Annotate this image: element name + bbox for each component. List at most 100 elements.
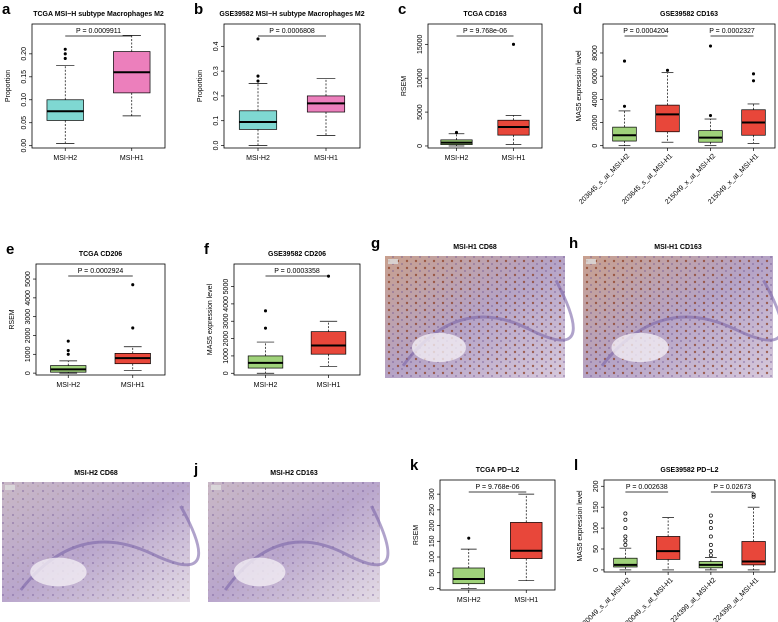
x-tick-label: MSI-H2 <box>445 155 469 162</box>
x-tick-label: 220049_s_at_MSI-H2 <box>579 577 632 622</box>
outlier <box>708 44 713 48</box>
outlier <box>66 348 70 353</box>
x-tick-label: MSI-H1 <box>502 155 526 162</box>
image-title: MSI-H1 CD68 <box>453 244 497 251</box>
y-tick-label: 0 <box>417 144 424 148</box>
chart-title: TCGA MSI−H subtype Macrophages M2 <box>33 11 164 18</box>
outlier <box>623 526 628 531</box>
x-tick-label: MSI-H2 <box>246 155 270 162</box>
outlier <box>256 79 260 83</box>
y-axis-label: RSEM <box>413 525 420 545</box>
p-value: P = 0.0006808 <box>269 28 315 35</box>
outlier <box>751 494 756 499</box>
gland-outline <box>19 505 201 591</box>
y-tick-label: 0 <box>593 568 600 572</box>
y-tick-label: 6000 <box>592 68 599 84</box>
y-tick-label: 0.4 <box>213 41 220 51</box>
outlier <box>751 79 756 83</box>
scale-bar <box>388 259 398 264</box>
y-tick-label: 3000 <box>223 313 230 329</box>
plot-frame <box>603 479 776 573</box>
outlier <box>454 130 459 134</box>
p-value: P = 0.002638 <box>626 484 668 491</box>
p-value: P = 0.0009911 <box>76 28 121 35</box>
y-tick-label: 200 <box>593 480 600 492</box>
panel-letter: a <box>2 1 11 18</box>
p-value: P = 0.02673 <box>713 484 751 491</box>
y-axis-label: MAS5 expression level <box>207 283 214 355</box>
outlier <box>511 42 516 46</box>
outlier <box>256 74 260 78</box>
y-tick-label: 4000 <box>223 296 230 312</box>
x-tick-label: 224399_at_MSI-H1 <box>712 577 760 622</box>
outlier <box>63 47 67 51</box>
p-value: P = 9.768e-06 <box>463 28 507 35</box>
outlier <box>263 309 268 313</box>
x-tick-label: 215049_x_at_MSI-H1 <box>707 153 760 206</box>
outlier <box>623 534 628 539</box>
box <box>741 541 766 566</box>
x-tick-label: 224399_at_MSI-H2 <box>670 577 718 622</box>
plot-frame <box>35 263 166 376</box>
y-tick-label: 0 <box>25 371 32 375</box>
panel-letter: j <box>193 461 198 478</box>
box <box>655 104 680 133</box>
panel-letter: c <box>398 1 406 18</box>
y-tick-label: 150 <box>429 535 436 547</box>
panel-letter: f <box>204 241 210 258</box>
y-tick-label: 0.1 <box>213 116 220 126</box>
outlier <box>63 56 67 60</box>
y-axis-label: RSEM <box>9 309 16 329</box>
box <box>698 130 723 143</box>
plot-frame <box>233 263 361 376</box>
scale-bar <box>211 485 221 490</box>
outlier <box>131 326 135 330</box>
outlier <box>708 513 713 518</box>
outlier <box>467 536 471 540</box>
p-value: P = 0.0002327 <box>709 28 755 35</box>
lumen <box>233 557 286 587</box>
outlier <box>751 492 756 497</box>
y-tick-label: 50 <box>593 545 600 553</box>
outlier <box>623 542 628 547</box>
panel-letter: d <box>573 1 582 18</box>
y-tick-label: 2000 <box>223 331 230 347</box>
outlier <box>623 517 628 522</box>
y-tick-label: 5000 <box>223 279 230 295</box>
box <box>238 110 278 130</box>
y-tick-label: 0.10 <box>21 93 28 107</box>
box <box>310 331 347 355</box>
y-tick-label: 0.05 <box>21 116 28 130</box>
panel-letter: l <box>574 457 578 474</box>
scale-bar <box>586 259 596 264</box>
p-value: P = 9.768e-06 <box>475 484 519 491</box>
p-value: P = 0.0004204 <box>623 28 669 35</box>
x-tick-label: MSI-H2 <box>254 382 278 389</box>
y-axis-label: MAS5 expression level <box>576 50 583 122</box>
outlier <box>622 59 627 63</box>
box <box>452 567 485 585</box>
y-tick-label: 200 <box>429 520 436 532</box>
outlier <box>708 519 713 524</box>
y-tick-label: 15000 <box>417 34 424 54</box>
chart-title: GSE39582 CD206 <box>268 251 326 258</box>
y-tick-label: 50 <box>429 569 436 577</box>
chart-title: GSE39582 MSI−H subtype Macrophages M2 <box>219 11 364 18</box>
outlier <box>708 114 713 118</box>
y-tick-label: 2000 <box>592 115 599 131</box>
image-title: MSI-H1 CD163 <box>654 244 702 251</box>
x-tick-label: MSI-H2 <box>53 155 77 162</box>
outlier <box>131 283 135 287</box>
box <box>510 522 543 559</box>
y-tick-label: 250 <box>429 504 436 516</box>
plot-frame <box>439 479 556 591</box>
y-tick-label: 0.00 <box>21 139 28 153</box>
panel-letter: b <box>194 1 203 18</box>
x-tick-label: MSI-H2 <box>457 597 481 604</box>
gland-outline <box>223 505 390 591</box>
image-title: MSI-H2 CD163 <box>270 470 318 477</box>
outlier <box>66 339 70 343</box>
outlier <box>623 511 628 516</box>
x-tick-label: MSI-H2 <box>56 382 80 389</box>
